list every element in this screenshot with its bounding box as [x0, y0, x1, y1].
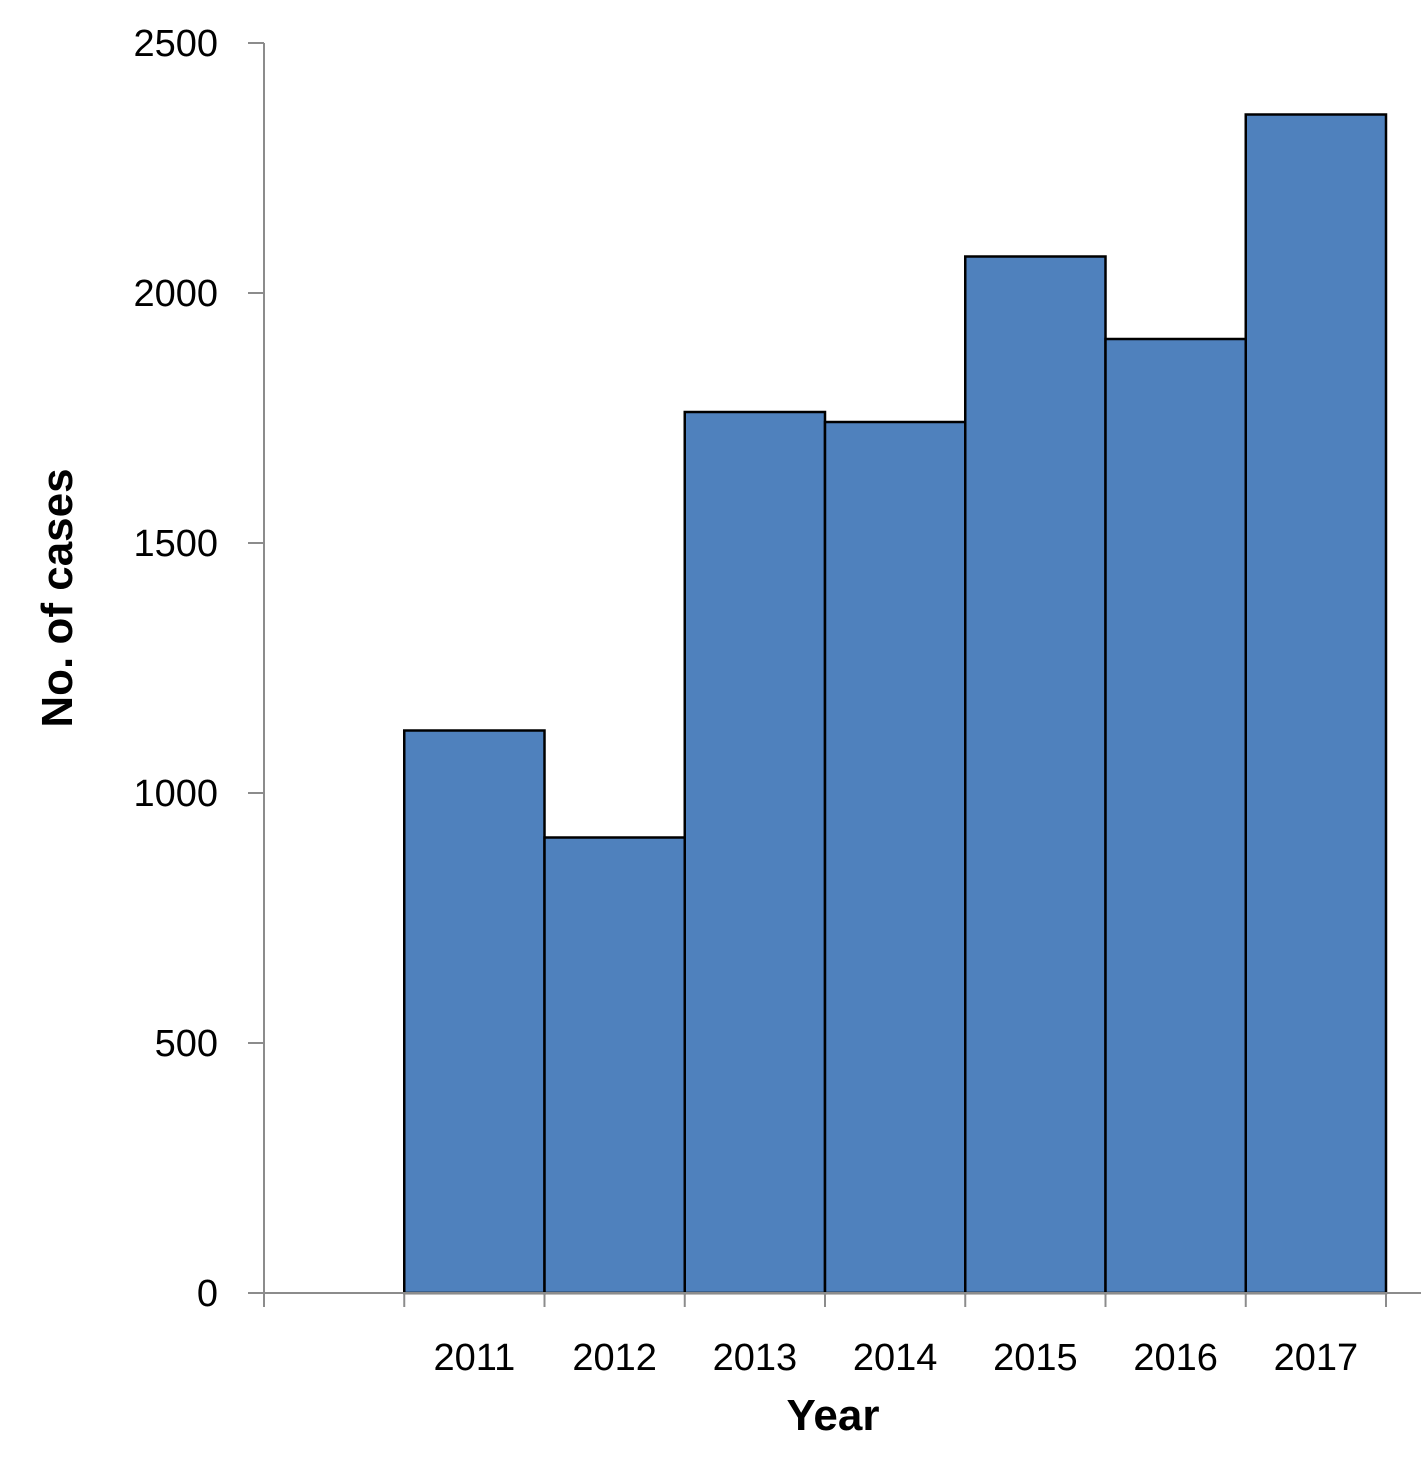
y-tick-label: 2000 [133, 273, 218, 315]
bar-2013 [683, 410, 827, 1295]
bars-group [403, 113, 1388, 1295]
x-axis-title: Year [787, 1391, 880, 1440]
y-tick-label: 1500 [133, 523, 218, 565]
bar-2011 [403, 729, 546, 1295]
bar-2015 [964, 255, 1107, 1295]
x-tick-label: 2014 [853, 1337, 938, 1379]
y-tick-label: 1000 [133, 773, 218, 815]
x-tick-label: 2017 [1274, 1337, 1359, 1379]
x-tick-label: 2015 [993, 1337, 1078, 1379]
x-tick-label: 2011 [434, 1337, 516, 1379]
x-ticks-group: 2011 2012 2013 2014 2015 2016 2017 [263, 1293, 1387, 1379]
x-tick-label: 2016 [1133, 1337, 1218, 1379]
x-tick-label: 2013 [713, 1337, 798, 1379]
bar-2014 [823, 420, 967, 1295]
y-tick-label: 500 [155, 1023, 218, 1065]
bar-2017 [1244, 113, 1388, 1295]
bar-2012 [543, 836, 686, 1295]
y-tick-label: 2500 [133, 23, 218, 65]
bar-2016 [1104, 337, 1247, 1295]
y-tick-label: 0 [197, 1273, 218, 1315]
y-ticks-group: 0 500 1000 1500 2000 2500 [133, 23, 264, 1315]
y-axis-title: No. of cases [33, 468, 82, 727]
x-tick-label: 2012 [572, 1337, 657, 1379]
